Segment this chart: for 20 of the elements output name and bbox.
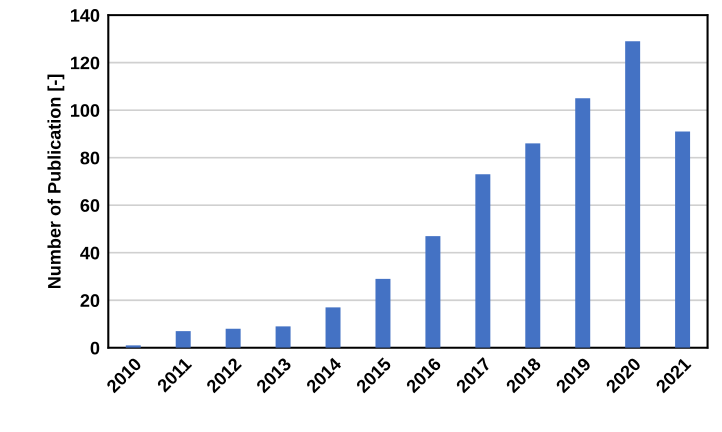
bar (525, 143, 540, 348)
y-tick-label: 100 (70, 104, 100, 117)
y-tick-label: 140 (70, 9, 100, 22)
y-tick-label: 60 (80, 199, 100, 212)
bar (276, 326, 291, 348)
y-tick-label: 0 (90, 342, 100, 354)
y-tick-label: 80 (80, 152, 100, 164)
bar (326, 307, 341, 348)
y-tick-label: 20 (80, 294, 100, 307)
bar (176, 331, 191, 348)
y-tick-label: 40 (80, 246, 100, 260)
bar (375, 278, 390, 348)
bar (226, 328, 241, 348)
bar (675, 132, 690, 348)
y-axis-title: Number of Publication [-] (47, 74, 64, 288)
bar (575, 98, 590, 348)
bar (475, 174, 490, 348)
bar (625, 41, 640, 348)
bar (425, 236, 440, 348)
y-tick-label: 120 (70, 56, 100, 70)
